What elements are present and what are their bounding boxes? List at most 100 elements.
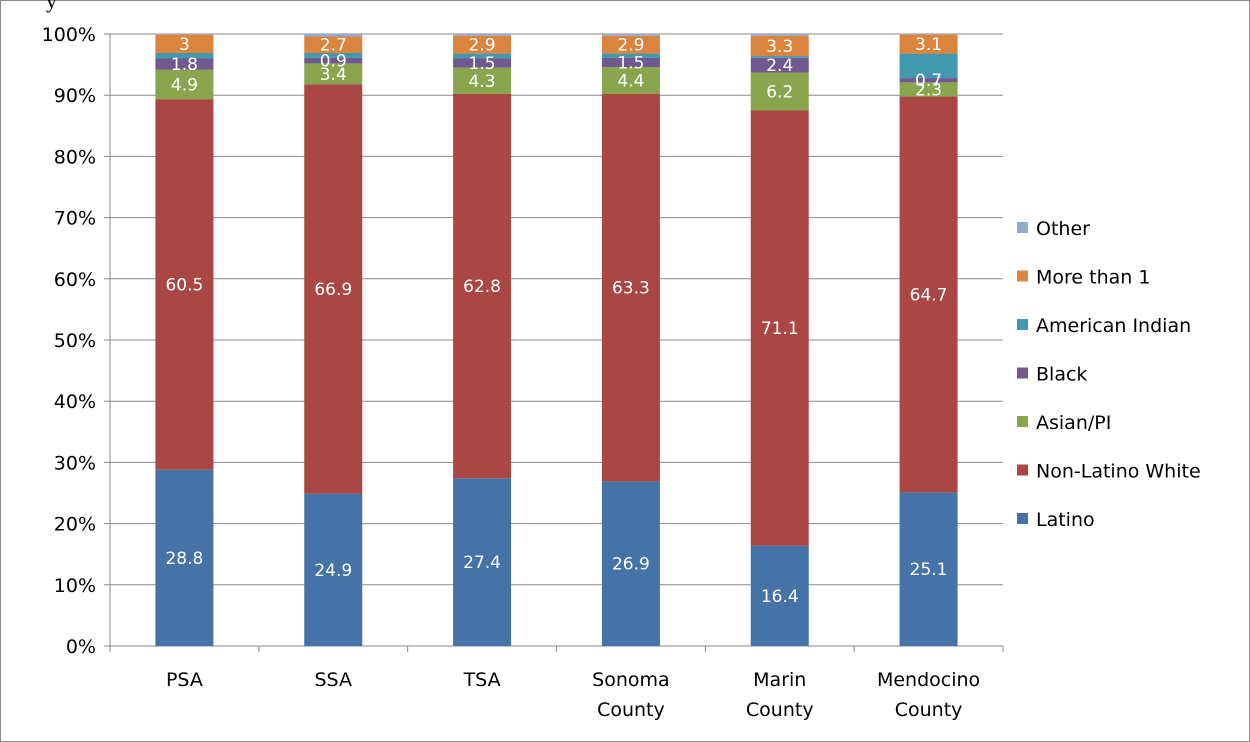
- data-label: 2.7: [320, 36, 347, 56]
- bar-segment: [453, 35, 512, 54]
- data-label: 71.1: [761, 319, 799, 339]
- bar-segment: [899, 34, 958, 54]
- data-label: 4.9: [171, 75, 198, 95]
- y-tick-label: 70%: [54, 208, 96, 230]
- bar-segment: [601, 53, 660, 58]
- legend-swatch: [1017, 319, 1028, 330]
- data-label: 2.3: [915, 80, 942, 100]
- chart-title-fragment: y: [46, 0, 57, 13]
- y-tick-label: 40%: [54, 391, 96, 413]
- legend-swatch: [1017, 464, 1028, 476]
- y-tick-label: 30%: [54, 452, 96, 474]
- data-label: 64.7: [910, 285, 948, 305]
- bar-segment: [155, 69, 214, 100]
- x-category-label: PSA: [166, 669, 203, 691]
- bar-segment: [304, 36, 363, 53]
- bar-segment: [750, 110, 809, 546]
- bar-segment: [155, 58, 214, 70]
- y-tick-label: 80%: [54, 146, 96, 168]
- bar-segment: [750, 56, 809, 58]
- data-label: 62.8: [463, 277, 501, 297]
- bar-segment: [601, 93, 660, 482]
- bar-segment: [453, 53, 512, 59]
- bar-segment: [453, 67, 512, 94]
- legend-label: Non-Latino White: [1036, 461, 1201, 483]
- x-category-label: County: [895, 699, 963, 721]
- data-label: 4.3: [469, 72, 496, 92]
- data-label: 1.5: [617, 53, 644, 73]
- bar-segment: [899, 492, 958, 646]
- y-tick-label: 50%: [54, 330, 96, 352]
- x-category-label: SSA: [315, 669, 352, 691]
- data-label: 60.5: [165, 276, 203, 296]
- legend-swatch: [1017, 513, 1028, 524]
- bar-segment: [601, 67, 660, 94]
- legend-label: Black: [1036, 364, 1087, 386]
- data-labels: 28.8 60.5 4.91.83 24.9 66.9 3.40.92.7 27.4 62.8…: [165, 35, 947, 607]
- bar-segment: [155, 52, 214, 59]
- legend-label: More than 1: [1036, 267, 1150, 289]
- y-tick-label: 100%: [42, 24, 96, 46]
- data-label: 24.9: [314, 561, 352, 581]
- data-label: 3.4: [320, 65, 347, 85]
- x-category-label: Marin: [753, 669, 806, 691]
- legend-label: American Indian: [1036, 315, 1191, 337]
- legend: Other More than 1 American Indian Black Asia…: [1017, 218, 1201, 531]
- legend-swatch: [1017, 367, 1028, 379]
- data-label: 28.8: [165, 549, 203, 569]
- data-label: 16.4: [761, 587, 799, 607]
- data-label: 0.9: [320, 52, 347, 72]
- data-label: 1.5: [469, 54, 496, 74]
- data-label: 6.2: [766, 83, 793, 103]
- legend-swatch: [1017, 222, 1028, 233]
- bar-segment: [155, 34, 214, 53]
- bar-segment: [899, 82, 958, 97]
- bar-segment: [601, 35, 660, 54]
- bar-segment: [601, 34, 660, 36]
- bars: [155, 34, 958, 646]
- bar-segment: [453, 58, 512, 68]
- bar-segment: [899, 96, 958, 493]
- data-label: 0.7: [915, 71, 942, 91]
- bar-segment: [155, 99, 214, 470]
- bar-segment: [750, 35, 809, 57]
- data-label: 3.3: [766, 37, 793, 57]
- bar-segment: [304, 57, 363, 64]
- bar-segment: [304, 34, 363, 37]
- data-label: 2.4: [766, 56, 793, 76]
- bar-segment: [750, 34, 809, 36]
- bar-segment: [453, 478, 512, 646]
- legend-swatch: [1017, 270, 1028, 282]
- gridlines: [110, 33, 1003, 586]
- data-label: 27.4: [463, 553, 501, 573]
- bar-segment: [899, 78, 958, 83]
- data-label: 26.9: [612, 555, 650, 575]
- bar-segment: [453, 34, 512, 36]
- bar-segment: [304, 493, 363, 646]
- x-category-label: County: [746, 699, 814, 721]
- bar-segment: [304, 84, 363, 494]
- legend-label: Asian/PI: [1036, 412, 1111, 434]
- bar-segment: [750, 57, 809, 73]
- data-label: 4.4: [617, 72, 644, 92]
- bar-segment: [601, 57, 660, 68]
- x-category-label: Sonoma: [592, 669, 670, 691]
- data-label: 3.1: [915, 35, 942, 55]
- bar-segment: [899, 34, 958, 35]
- bar-segment: [899, 53, 958, 79]
- x-category-label: Mendocino: [877, 669, 980, 691]
- bar-segment: [155, 469, 214, 646]
- legend-label: Other: [1036, 218, 1090, 240]
- data-label: 66.9: [314, 280, 352, 300]
- x-category-label: TSA: [463, 669, 501, 691]
- bar-segment: [453, 93, 512, 479]
- y-tick-label: 60%: [54, 269, 96, 291]
- axes: 0% 10% 20% 30% 40% 50% 60% 70% 80% 90% 100% PSA SSA T…: [42, 24, 1004, 721]
- bar-segment: [601, 481, 660, 646]
- data-label: 2.9: [469, 36, 496, 56]
- x-category-label: County: [597, 699, 665, 721]
- data-label: 63.3: [612, 279, 650, 299]
- bar-segment: [304, 52, 363, 58]
- bar-segment: [750, 545, 809, 646]
